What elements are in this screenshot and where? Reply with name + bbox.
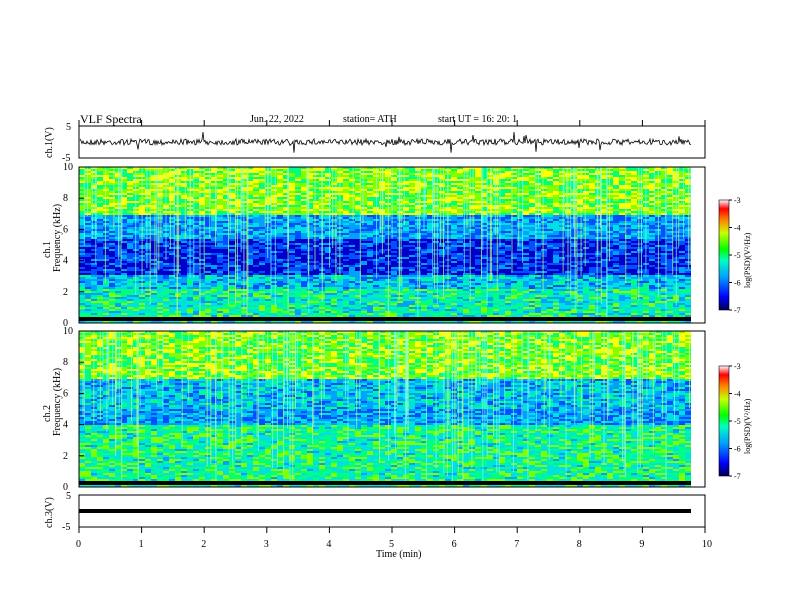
x-tick-label: 5 bbox=[389, 539, 394, 550]
colorbar-tick-label: -5 bbox=[734, 417, 741, 426]
x-tick-label: 4 bbox=[326, 539, 331, 550]
ch2-spectrogram-image bbox=[79, 331, 691, 487]
ch3-ytick-top: 5 bbox=[66, 491, 71, 502]
colorbar-tick-label: -5 bbox=[734, 251, 741, 260]
ch1-colorbar bbox=[718, 199, 730, 311]
freq-tick-label: 0 bbox=[63, 482, 68, 493]
freq-tick-label: 2 bbox=[63, 451, 68, 462]
ch2-spec-ylabel-top: ch.2 bbox=[42, 405, 53, 422]
ch1-waveform-line bbox=[79, 131, 692, 153]
colorbar-tick-label: -3 bbox=[734, 362, 741, 371]
freq-tick-label: 4 bbox=[63, 420, 68, 431]
colorbar-tick-label: -6 bbox=[734, 445, 741, 454]
ch1-ylabel: ch.1(V) bbox=[44, 127, 55, 158]
freq-tick-label: 8 bbox=[63, 193, 68, 204]
chart-title: VLF Spectra bbox=[80, 112, 142, 126]
freq-tick-label: 6 bbox=[63, 388, 68, 399]
date-label: Jun. 22, 2022 bbox=[250, 114, 304, 125]
x-tick-label: 1 bbox=[139, 539, 144, 550]
x-tick-label: 7 bbox=[514, 539, 519, 550]
colorbar-tick-label: -6 bbox=[734, 279, 741, 288]
ch2-spec-ylabel: Frequency (kHz) bbox=[52, 368, 63, 436]
x-axis-label: Time (min) bbox=[376, 549, 421, 560]
ch3-waveform-line bbox=[79, 509, 691, 513]
ch1-ytick-top: 5 bbox=[66, 122, 71, 133]
freq-tick-label: 10 bbox=[63, 162, 73, 173]
colorbar-tick-label: -7 bbox=[734, 306, 741, 315]
freq-tick-label: 10 bbox=[63, 326, 73, 337]
freq-tick-label: 6 bbox=[63, 224, 68, 235]
ch3-waveform-panel: 5 -5 ch.3(V) 0 1 2 3 4 5 6 7 8 9 10 Time (min) bbox=[44, 120, 712, 560]
ch1-spectrogram-frame bbox=[78, 166, 706, 324]
start-time-label: start UT = 16: 20: 1 bbox=[438, 114, 518, 125]
colorbar-tick-label: -3 bbox=[734, 196, 741, 205]
ch1-spec-ylabel: Frequency (kHz) bbox=[52, 204, 63, 272]
x-tick-label: 3 bbox=[264, 539, 269, 550]
x-tick-label: 8 bbox=[577, 539, 582, 550]
ch1-waveform-frame bbox=[78, 125, 706, 159]
station-label: station= ATH bbox=[343, 114, 397, 125]
freq-tick-label: 4 bbox=[63, 256, 68, 267]
x-tick-label: 10 bbox=[702, 539, 712, 550]
colorbar-tick-label: -7 bbox=[734, 472, 741, 481]
x-tick-label: 0 bbox=[76, 539, 81, 550]
ch2-colorbar-label: log(PSD)(V²/Hz) bbox=[743, 398, 752, 454]
freq-tick-label: 0 bbox=[63, 318, 68, 329]
x-tick-label: 6 bbox=[452, 539, 457, 550]
ch2-spectrogram-frame bbox=[78, 330, 706, 488]
ch2-colorbar bbox=[718, 365, 730, 477]
ch1-waveform-panel: 5 -5 ch.1(V) bbox=[44, 122, 706, 164]
x-tick-label: 2 bbox=[201, 539, 206, 550]
ch3-ylabel: ch.3(V) bbox=[44, 497, 55, 528]
colorbar-tick-label: -4 bbox=[734, 390, 741, 399]
ch3-ytick-bottom: -5 bbox=[62, 522, 70, 533]
ch1-colorbar-label: log(PSD)(V²/Hz) bbox=[743, 232, 752, 288]
ch1-spectrogram-image bbox=[79, 167, 691, 323]
freq-tick-label: 8 bbox=[63, 357, 68, 368]
freq-tick-label: 2 bbox=[63, 287, 68, 298]
colorbar-tick-label: -4 bbox=[734, 224, 741, 233]
x-tick-label: 9 bbox=[639, 539, 644, 550]
ch1-spec-ylabel-top: ch.1 bbox=[42, 241, 53, 258]
ch1-ytick-bottom: -5 bbox=[62, 153, 70, 164]
